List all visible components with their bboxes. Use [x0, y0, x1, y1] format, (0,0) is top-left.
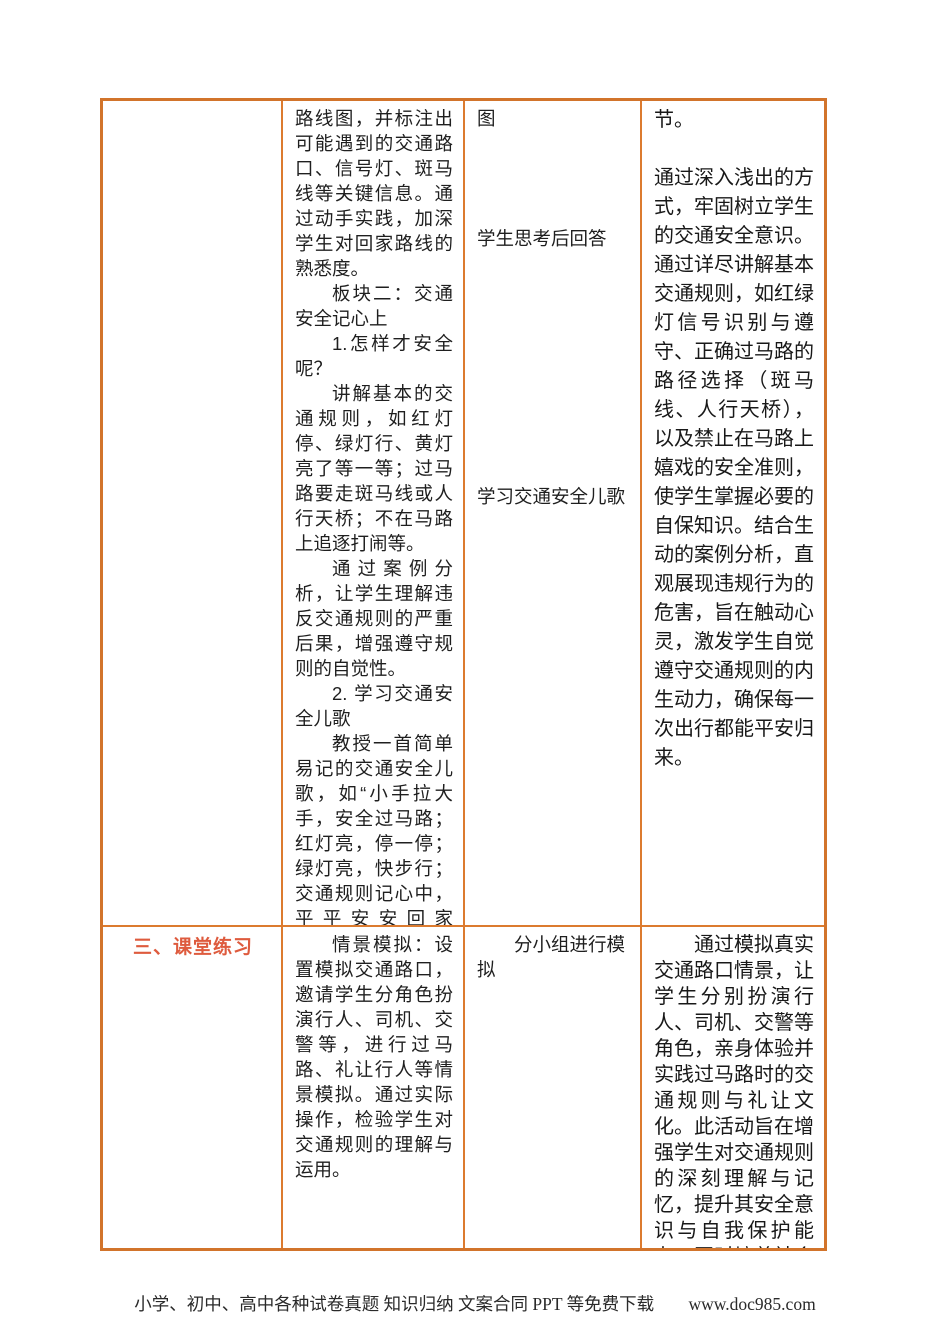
- content-paragraph-song: 教授一首简单易记的交通安全儿歌，如“小手拉大手，安全过马路；红灯亮，停一停；绿灯…: [295, 733, 453, 927]
- intent-paragraph-continued: 节。: [654, 109, 694, 131]
- content-paragraph-song-title: 2. 学习交通安全儿歌: [295, 683, 453, 729]
- intent-paragraph-main: 通过深入浅出的方式，牢固树立学生的交通安全意识。通过详尽讲解基本交通规则，如红绿…: [654, 167, 814, 769]
- content-paragraph-question: 1.怎样才安全呢？: [295, 333, 453, 379]
- content-paragraph-rules: 讲解基本的交通规则，如红灯停、绿灯行、黄灯亮了等一等；过马路要走斑马线或人行天桥…: [295, 383, 453, 554]
- footer-site-link[interactable]: www.doc985.com: [688, 1294, 816, 1314]
- content-paragraph-block2-title: 板块二：交通安全记心上: [295, 283, 453, 329]
- page-footer: 小学、初中、高中各种试卷真题 知识归纳 文案合同 PPT 等免费下载 www.d…: [0, 1291, 950, 1316]
- lesson-plan-table: 路线图，并标注出可能遇到的交通路口、信号灯、斑马线等关键信息。通过动手实践，加深…: [100, 98, 827, 1251]
- activity-item-think-answer: 学生思考后回答: [477, 228, 607, 249]
- activity-item-map: 图: [477, 108, 496, 129]
- content-paragraph-case-analysis: 通过案例分析，让学生理解违反交通规则的严重后果，增强遵守规则的自觉性。: [295, 558, 453, 679]
- cell-teaching-content-row1: 路线图，并标注出可能遇到的交通路口、信号灯、斑马线等关键信息。通过动手实践，加深…: [283, 101, 465, 927]
- activity-item-learn-song: 学习交通安全儿歌: [477, 486, 626, 507]
- cell-design-intent-row1: 节。 通过深入浅出的方式，牢固树立学生的交通安全意识。通过详尽讲解基本交通规则，…: [642, 101, 824, 927]
- stage-label-classroom-practice: 三、课堂练习: [132, 937, 253, 958]
- cell-stage-row1: [103, 101, 283, 927]
- cell-stage-row2: 三、课堂练习: [103, 927, 283, 1248]
- intent-paragraph-simulation: 通过模拟真实交通路口情景，让学生分别扮演行人、司机、交警等角色，亲身体验并实践过…: [654, 934, 814, 1248]
- activity-item-group-simulation: 分小组进行模拟: [477, 934, 626, 980]
- content-paragraph-simulation: 情景模拟：设置模拟交通路口，邀请学生分角色扮演行人、司机、交警等，进行过马路、礼…: [295, 934, 453, 1180]
- cell-student-activity-row2: 分小组进行模拟: [465, 927, 642, 1248]
- cell-teaching-content-row2: 情景模拟：设置模拟交通路口，邀请学生分角色扮演行人、司机、交警等，进行过马路、礼…: [283, 927, 465, 1248]
- footer-promo-text: 小学、初中、高中各种试卷真题 知识归纳 文案合同 PPT 等免费下载: [134, 1294, 655, 1314]
- cell-student-activity-row1: 图 学生思考后回答 学习交通安全儿歌: [465, 101, 642, 927]
- content-paragraph-continued: 路线图，并标注出可能遇到的交通路口、信号灯、斑马线等关键信息。通过动手实践，加深…: [295, 108, 453, 279]
- cell-design-intent-row2: 通过模拟真实交通路口情景，让学生分别扮演行人、司机、交警等角色，亲身体验并实践过…: [642, 927, 824, 1248]
